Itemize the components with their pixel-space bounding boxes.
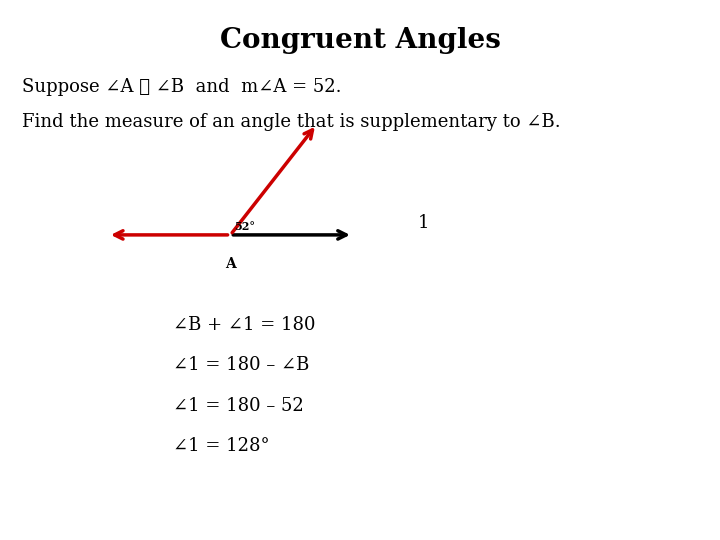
- Text: Suppose ∠A ≅ ∠B  and  m∠A = 52.: Suppose ∠A ≅ ∠B and m∠A = 52.: [22, 78, 341, 96]
- Text: A: A: [225, 257, 235, 271]
- Text: ∠1 = 180 – 52: ∠1 = 180 – 52: [173, 397, 304, 415]
- Text: Find the measure of an angle that is supplementary to ∠B.: Find the measure of an angle that is sup…: [22, 113, 560, 131]
- Text: ∠1 = 128°: ∠1 = 128°: [173, 437, 269, 455]
- Text: 1: 1: [418, 214, 429, 232]
- Text: ∠1 = 180 – ∠B: ∠1 = 180 – ∠B: [173, 356, 309, 374]
- Text: ∠B + ∠1 = 180: ∠B + ∠1 = 180: [173, 316, 315, 334]
- Text: Congruent Angles: Congruent Angles: [220, 27, 500, 54]
- Text: 52°: 52°: [235, 221, 256, 232]
